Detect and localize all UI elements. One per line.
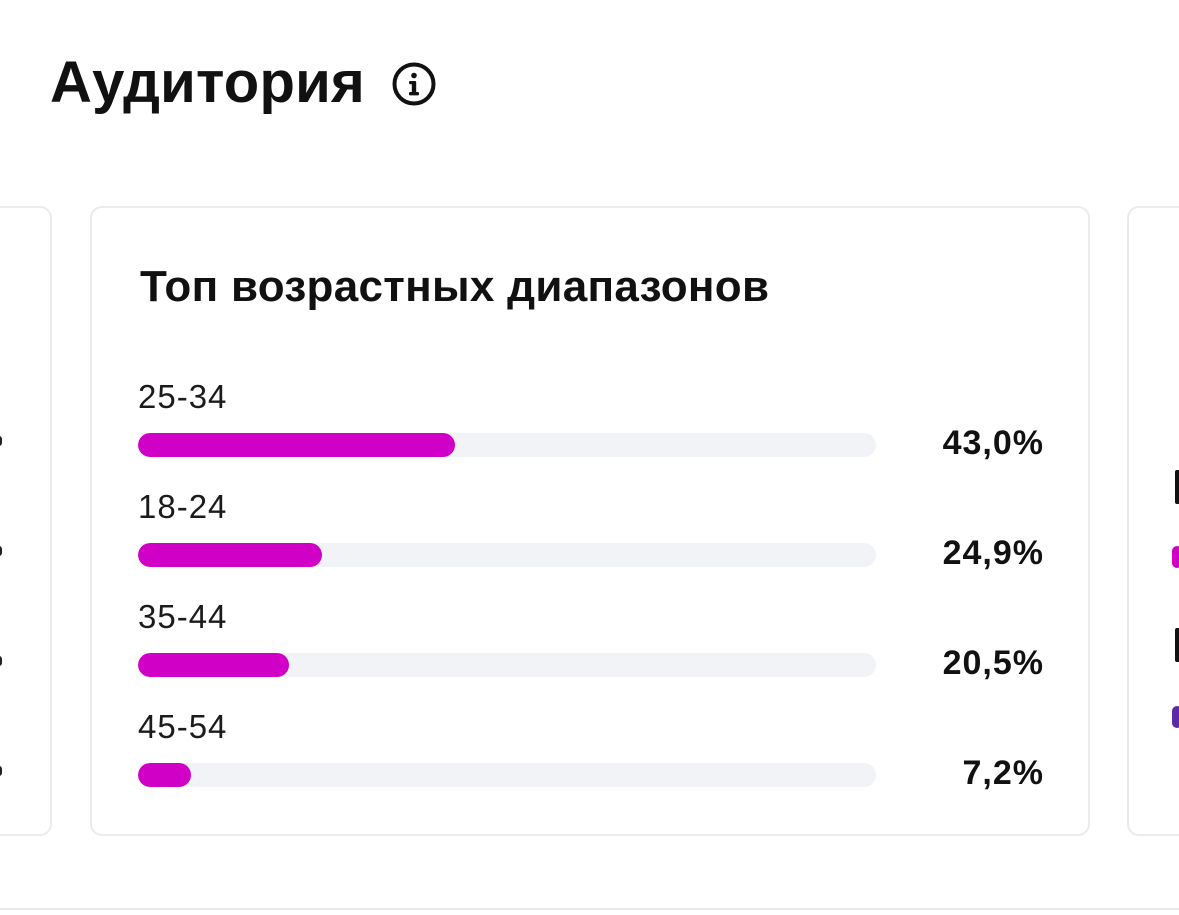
partial-text-mark <box>0 436 2 446</box>
progress-track <box>138 433 876 457</box>
section-divider <box>0 908 1179 910</box>
age-range-value: 43,0% <box>942 424 1044 462</box>
progress-fill <box>138 653 290 677</box>
progress-fill <box>138 433 456 457</box>
partial-bar-mark <box>1172 546 1179 568</box>
age-ranges-list: 25-34 43,0% 18-24 24,9% 35-44 20,5% <box>138 374 1044 814</box>
info-icon[interactable] <box>391 61 437 107</box>
age-range-label: 18-24 <box>138 488 228 525</box>
previous-card <box>0 206 52 836</box>
partial-text-mark <box>1175 470 1179 504</box>
previous-card-partial-content <box>0 0 52 915</box>
next-card <box>1127 206 1179 836</box>
age-range-label: 25-34 <box>138 378 228 415</box>
age-range-row: 35-44 20,5% <box>138 594 1044 704</box>
progress-track <box>138 543 876 567</box>
age-range-value: 24,9% <box>942 534 1044 572</box>
card-title: Топ возрастных диапазонов <box>140 262 770 311</box>
progress-fill <box>138 543 322 567</box>
age-ranges-card: Топ возрастных диапазонов 25-34 43,0% 18… <box>90 206 1090 836</box>
partial-text-mark <box>0 766 2 776</box>
progress-track <box>138 763 876 787</box>
page-title: Аудитория <box>50 50 365 115</box>
age-range-row: 45-54 7,2% <box>138 704 1044 814</box>
progress-track <box>138 653 876 677</box>
age-range-row: 18-24 24,9% <box>138 484 1044 594</box>
info-circle-icon <box>392 62 436 106</box>
partial-text-mark <box>0 656 2 666</box>
progress-fill <box>138 763 192 787</box>
partial-text-mark <box>1175 628 1179 662</box>
audience-header: Аудитория <box>50 48 437 118</box>
age-range-value: 20,5% <box>942 644 1044 682</box>
age-range-label: 45-54 <box>138 708 228 745</box>
age-range-value: 7,2% <box>962 754 1044 792</box>
partial-text-mark <box>0 546 2 556</box>
age-range-row: 25-34 43,0% <box>138 374 1044 484</box>
age-range-label: 35-44 <box>138 598 228 635</box>
partial-bar-mark <box>1172 706 1179 728</box>
